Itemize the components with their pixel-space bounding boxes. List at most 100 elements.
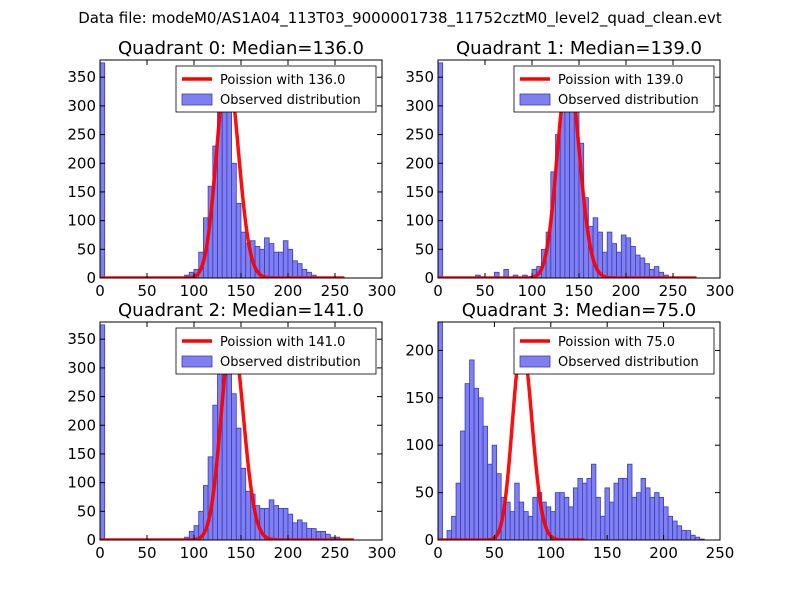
histogram-bar xyxy=(572,487,579,540)
y-tick-label: 150 xyxy=(405,183,434,201)
histogram-bar xyxy=(438,322,443,540)
histogram-bar xyxy=(672,520,678,540)
histogram-bar xyxy=(301,522,308,540)
y-tick-label: 300 xyxy=(67,97,96,115)
panel-title: Quadrant 1: Median=139.0 xyxy=(456,38,702,59)
histogram-bar xyxy=(438,62,444,278)
histogram-bar xyxy=(690,534,696,540)
histogram-bar xyxy=(473,387,480,540)
histogram-bar xyxy=(658,496,665,540)
y-tick-label: 250 xyxy=(405,126,434,144)
legend-hist-label: Observed distribution xyxy=(558,93,699,108)
y-tick-label: 0 xyxy=(86,269,96,287)
figure-suptitle: Data file: modeM0/AS1A04_113T03_90000017… xyxy=(78,9,722,28)
y-tick-label: 50 xyxy=(415,240,434,258)
histogram-bar xyxy=(676,525,683,540)
histogram-bar xyxy=(613,482,619,540)
y-tick-label: 50 xyxy=(77,502,96,520)
histogram-bar xyxy=(226,373,232,540)
histogram-bar xyxy=(273,505,279,540)
legend: Poission with 139.0 Observed distribution xyxy=(513,65,715,113)
x-tick-label: 100 xyxy=(180,282,209,300)
histogram-bar xyxy=(235,427,242,540)
x-tick-label: 200 xyxy=(612,282,641,300)
x-tick-label: 250 xyxy=(706,544,735,562)
x-tick-label: 50 xyxy=(137,282,156,300)
histogram-bar xyxy=(611,243,618,278)
y-tick-label: 300 xyxy=(67,359,96,377)
y-tick-label: 250 xyxy=(67,388,96,406)
x-tick-label: 50 xyxy=(475,282,494,300)
x-tick-label: 200 xyxy=(649,544,678,562)
histogram-bar xyxy=(278,251,284,278)
x-tick-label: 150 xyxy=(593,544,622,562)
histogram-bar xyxy=(609,501,615,540)
histogram-bar xyxy=(600,515,606,540)
x-tick-label: 0 xyxy=(433,282,443,300)
panel-title: Quadrant 0: Median=136.0 xyxy=(118,38,364,59)
legend-poisson-label: Poission with 75.0 xyxy=(558,335,675,350)
y-tick-label: 0 xyxy=(424,531,434,549)
histogram-bar xyxy=(491,444,498,540)
y-tick-label: 50 xyxy=(77,240,96,258)
legend-hist-swatch xyxy=(519,355,551,368)
histogram-bar xyxy=(292,522,298,540)
legend-hist-swatch xyxy=(519,93,551,106)
histogram-bar xyxy=(482,425,489,540)
histogram-bar xyxy=(627,463,633,540)
histogram-bar xyxy=(523,511,529,540)
histogram-bar xyxy=(478,397,484,540)
histogram-bar xyxy=(273,251,279,278)
x-tick-label: 150 xyxy=(227,544,256,562)
histogram-bar xyxy=(685,530,692,540)
chart-panel-0: 0 50 100 150 200 250 300 0 50 100 150 200 250 300 350 Q… xyxy=(67,38,396,300)
histogram-bar xyxy=(455,482,461,540)
histogram-bar xyxy=(282,240,289,278)
panel-title: Quadrant 3: Median=75.0 xyxy=(462,300,697,321)
histogram-bar xyxy=(577,477,583,540)
x-tick-label: 250 xyxy=(659,282,688,300)
histogram-bar xyxy=(240,467,247,540)
histogram-bar xyxy=(527,515,534,540)
legend-hist-label: Observed distribution xyxy=(220,355,361,370)
histogram-bar xyxy=(667,515,674,540)
histogram-bar xyxy=(645,487,651,540)
histogram-bar xyxy=(460,430,466,540)
x-tick-label: 200 xyxy=(274,544,303,562)
legend-hist-label: Observed distribution xyxy=(220,93,361,108)
histogram-bar xyxy=(654,492,660,540)
legend: Poission with 136.0 Observed distribution xyxy=(175,65,377,113)
histogram-bar xyxy=(604,487,610,540)
x-tick-label: 50 xyxy=(485,544,504,562)
y-tick-label: 0 xyxy=(424,269,434,287)
histogram-bar xyxy=(287,248,294,278)
histogram-bar xyxy=(636,492,642,540)
y-tick-label: 250 xyxy=(67,126,96,144)
histogram-bar xyxy=(563,496,570,540)
legend-hist-swatch xyxy=(181,355,213,368)
legend-hist-label: Observed distribution xyxy=(558,355,699,370)
histogram-bar xyxy=(514,482,520,540)
y-tick-label: 0 xyxy=(86,531,96,549)
histogram-bar xyxy=(559,492,565,540)
histogram-bar xyxy=(625,237,632,278)
x-tick-label: 250 xyxy=(321,544,350,562)
histogram-bar xyxy=(487,463,493,540)
x-tick-label: 0 xyxy=(95,544,105,562)
histogram-bar xyxy=(581,482,588,540)
histogram-bar xyxy=(564,94,571,278)
legend-hist-swatch xyxy=(181,93,213,106)
y-tick-label: 100 xyxy=(67,212,96,230)
legend-poisson-label: Poission with 139.0 xyxy=(558,73,683,88)
x-tick-label: 300 xyxy=(706,282,735,300)
histogram-bar xyxy=(616,251,622,278)
histogram-bar xyxy=(681,530,687,540)
histogram-bar xyxy=(586,477,592,540)
histogram-bar xyxy=(640,477,646,540)
chart-panel-2: 0 50 100 150 200 250 300 0 50 100 150 200 250 300 350 Q… xyxy=(67,300,396,562)
x-tick-label: 300 xyxy=(368,544,397,562)
plot-area xyxy=(438,62,698,278)
histogram-bar xyxy=(278,508,284,540)
histogram-bar xyxy=(518,501,525,540)
histogram-bar xyxy=(618,477,624,540)
